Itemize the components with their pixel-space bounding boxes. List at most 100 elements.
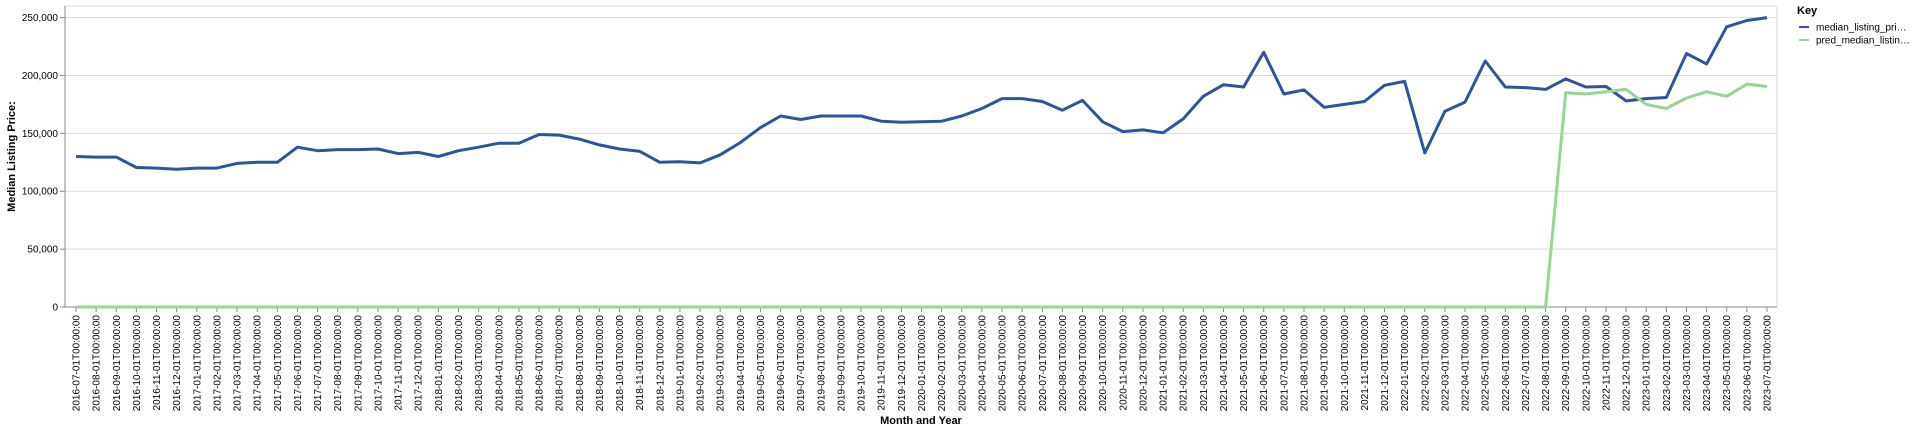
x-tick-label: 2018-03-01T00:00:00: [474, 315, 485, 412]
x-tick-label: 2021-02-01T00:00:00: [1179, 315, 1190, 412]
x-tick-label: 2017-10-01T00:00:00: [373, 315, 384, 412]
x-tick-label: 2019-01-01T00:00:00: [675, 315, 686, 412]
x-tick-label: 2019-02-01T00:00:00: [696, 315, 707, 412]
x-tick-label: 2022-11-01T00:00:00: [1601, 315, 1612, 411]
x-tick-label: 2018-10-01T00:00:00: [615, 315, 626, 412]
x-tick-label: 2021-08-01T00:00:00: [1299, 315, 1310, 412]
x-tick-label: 2019-06-01T00:00:00: [776, 315, 787, 412]
y-tick-label: 150,000: [22, 129, 59, 140]
x-tick-label: 2020-01-01T00:00:00: [917, 315, 928, 412]
x-tick-label: 2020-08-01T00:00:00: [1058, 315, 1069, 412]
x-tick-label: 2022-02-01T00:00:00: [1420, 315, 1431, 412]
x-tick-label: 2018-05-01T00:00:00: [514, 315, 525, 412]
x-tick-label: 2018-09-01T00:00:00: [595, 315, 606, 412]
x-tick-label: 2017-05-01T00:00:00: [273, 315, 284, 412]
x-axis-title: Month and Year: [880, 415, 962, 427]
x-tick-label: 2017-12-01T00:00:00: [414, 315, 425, 412]
x-tick-label: 2020-05-01T00:00:00: [998, 315, 1009, 412]
plot-background: [65, 6, 1777, 307]
x-tick-label: 2021-03-01T00:00:00: [1199, 315, 1210, 412]
x-tick-label: 2016-11-01T00:00:00: [152, 315, 163, 411]
x-tick-label: 2022-04-01T00:00:00: [1461, 315, 1472, 412]
x-tick-label: 2019-07-01T00:00:00: [796, 315, 807, 412]
x-tick-label: 2021-04-01T00:00:00: [1219, 315, 1230, 412]
x-tick-label: 2020-12-01T00:00:00: [1138, 315, 1149, 412]
x-tick-label: 2021-12-01T00:00:00: [1380, 315, 1391, 412]
x-tick-label: 2017-02-01T00:00:00: [212, 315, 223, 412]
x-tick-label: 2020-11-01T00:00:00: [1118, 315, 1129, 411]
x-tick-label: 2017-07-01T00:00:00: [313, 315, 324, 412]
x-tick-label: 2019-09-01T00:00:00: [836, 315, 847, 412]
x-tick-label: 2023-05-01T00:00:00: [1722, 315, 1733, 412]
x-tick-label: 2016-10-01T00:00:00: [132, 315, 143, 412]
x-tick-label: 2018-06-01T00:00:00: [535, 315, 546, 412]
x-tick-label: 2023-04-01T00:00:00: [1702, 315, 1713, 412]
x-tick-label: 2021-11-01T00:00:00: [1360, 315, 1371, 411]
y-tick-label: 200,000: [22, 71, 59, 82]
legend: Key median_listing_pri… pred_median_listi…: [1797, 5, 1910, 47]
x-tick-label: 2019-05-01T00:00:00: [756, 315, 767, 412]
x-tick-label: 2016-08-01T00:00:00: [92, 315, 103, 412]
x-tick-label: 2022-12-01T00:00:00: [1622, 315, 1633, 412]
x-tick-label: 2021-07-01T00:00:00: [1279, 315, 1290, 412]
x-tick-label: 2018-02-01T00:00:00: [454, 315, 465, 412]
y-axis-title: Median Listing Price:: [6, 101, 18, 212]
x-tick-label: 2017-08-01T00:00:00: [333, 315, 344, 412]
series-lines: [75, 16, 1768, 309]
x-tick-label: 2023-03-01T00:00:00: [1682, 315, 1693, 412]
x-tick-label: 2019-04-01T00:00:00: [736, 315, 747, 412]
y-tick-label: 0: [52, 303, 58, 314]
x-tick-label: 2023-07-01T00:00:00: [1763, 315, 1774, 412]
y-axis: 0 50,000 100,000 150,000 200,000 250,000: [22, 6, 66, 314]
x-tick-label: 2016-09-01T00:00:00: [112, 315, 123, 412]
x-tick-label: 2023-02-01T00:00:00: [1662, 315, 1673, 412]
x-tick-label: 2016-07-01T00:00:00: [72, 315, 83, 412]
legend-title: Key: [1797, 5, 1818, 17]
legend-label-1: median_listing_pri…: [1816, 23, 1907, 34]
plot-area: [65, 5, 1778, 307]
x-tick-label: 2020-02-01T00:00:00: [937, 315, 948, 412]
x-tick-label: 2016-12-01T00:00:00: [172, 315, 183, 412]
x-tick-label: 2020-06-01T00:00:00: [1018, 315, 1029, 412]
x-tick-label: 2022-05-01T00:00:00: [1481, 315, 1492, 412]
x-tick-label: 2017-09-01T00:00:00: [353, 315, 364, 412]
x-tick-label: 2017-11-01T00:00:00: [394, 315, 405, 411]
x-axis: 2016-07-01T00:00:00 2016-08-01T00:00:00 20…: [65, 306, 1777, 412]
x-tick-label: 2019-03-01T00:00:00: [716, 315, 727, 412]
x-tick-label: 2018-07-01T00:00:00: [555, 315, 566, 412]
x-tick-label: 2021-01-01T00:00:00: [1159, 315, 1170, 412]
x-tick-label: 2021-10-01T00:00:00: [1340, 315, 1351, 412]
x-tick-label: 2019-10-01T00:00:00: [857, 315, 868, 412]
series-line-1: [75, 16, 1768, 171]
x-tick-label: 2018-01-01T00:00:00: [434, 315, 445, 412]
x-tick-label: 2023-06-01T00:00:00: [1742, 315, 1753, 412]
legend-label-2: pred_median_listin…: [1816, 36, 1910, 47]
x-tick-label: 2017-03-01T00:00:00: [233, 315, 244, 412]
series-line-2: [76, 82, 1768, 309]
x-tick-label: 2020-07-01T00:00:00: [1038, 315, 1049, 412]
x-tick-label: 2019-11-01T00:00:00: [877, 315, 888, 411]
x-tick-label: 2023-01-01T00:00:00: [1642, 315, 1653, 412]
x-tick-label: 2018-11-01T00:00:00: [635, 315, 646, 411]
x-tick-label: 2021-09-01T00:00:00: [1320, 315, 1331, 412]
x-tick-label: 2022-03-01T00:00:00: [1440, 315, 1451, 412]
x-tick-label: 2019-12-01T00:00:00: [897, 315, 908, 412]
x-tick-label: 2020-04-01T00:00:00: [977, 315, 988, 412]
x-tick-label: 2017-01-01T00:00:00: [192, 315, 203, 412]
x-tick-label: 2020-10-01T00:00:00: [1098, 315, 1109, 412]
x-tick-label: 2020-03-01T00:00:00: [957, 315, 968, 412]
x-tick-label: 2017-04-01T00:00:00: [253, 315, 264, 412]
x-tick-label: 2022-10-01T00:00:00: [1581, 315, 1592, 412]
x-tick-label: 2021-05-01T00:00:00: [1239, 315, 1250, 412]
x-tick-label: 2022-08-01T00:00:00: [1541, 315, 1552, 412]
y-tick-label: 100,000: [22, 187, 59, 198]
x-tick-label: 2021-06-01T00:00:00: [1259, 315, 1270, 412]
x-tick-label: 2022-06-01T00:00:00: [1501, 315, 1512, 412]
x-tick-label: 2020-09-01T00:00:00: [1078, 315, 1089, 412]
x-tick-label: 2018-04-01T00:00:00: [494, 315, 505, 412]
x-tick-label: 2017-06-01T00:00:00: [293, 315, 304, 412]
x-tick-label: 2019-08-01T00:00:00: [816, 315, 827, 412]
x-tick-label: 2018-08-01T00:00:00: [575, 315, 586, 412]
x-tick-label: 2018-12-01T00:00:00: [655, 315, 666, 412]
